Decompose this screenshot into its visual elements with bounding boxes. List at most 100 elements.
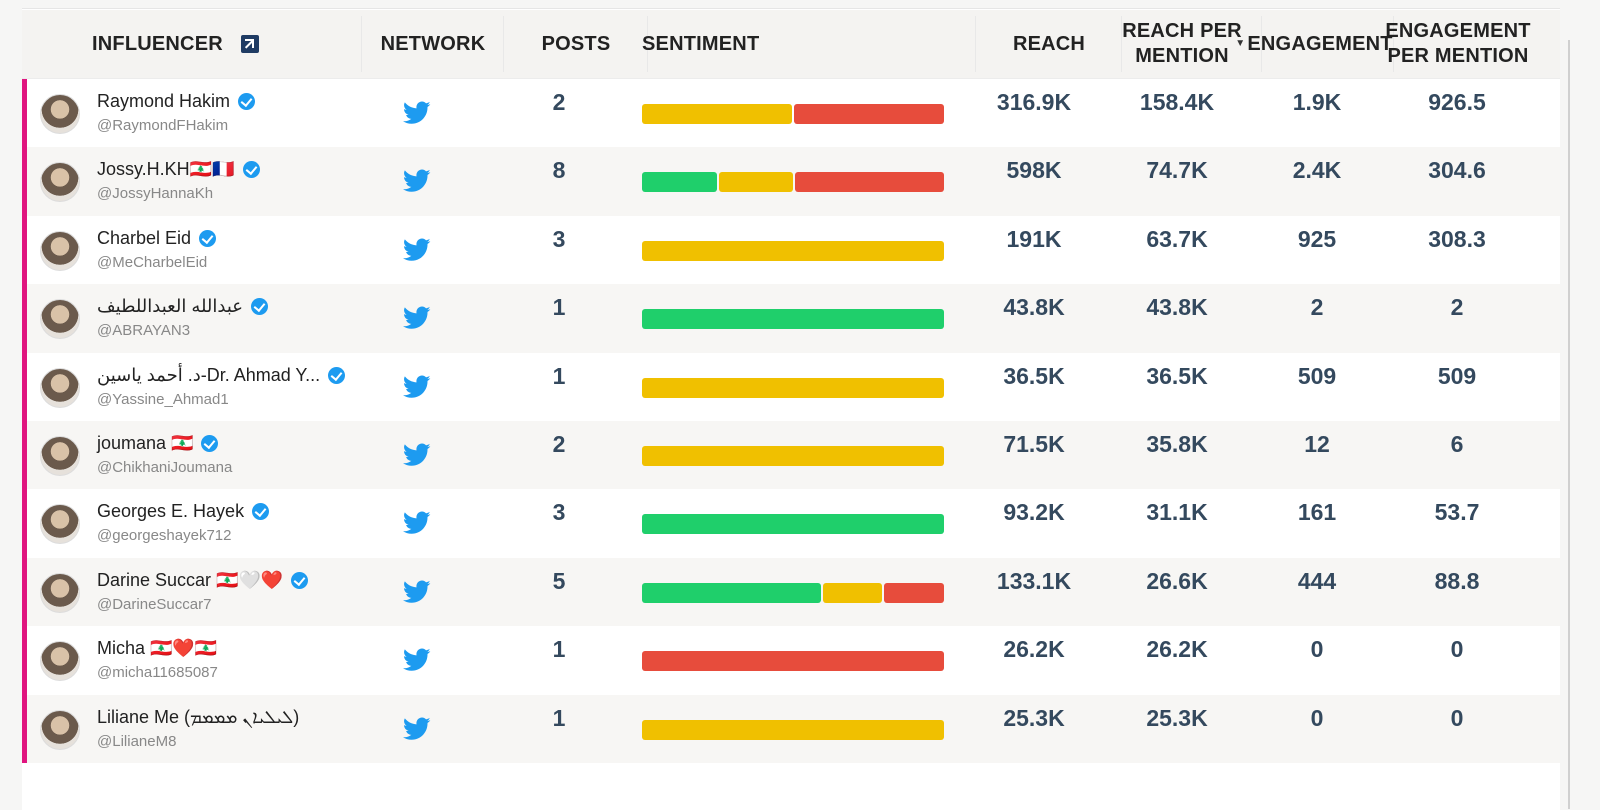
influencer-name[interactable]: Darine Succar 🇱🇧🤍❤️ <box>97 569 284 590</box>
sentiment-positive-segment[interactable] <box>642 582 821 603</box>
sentiment-neutral-segment[interactable] <box>822 582 883 603</box>
twitter-icon[interactable] <box>403 648 431 672</box>
avatar[interactable] <box>40 230 80 271</box>
table-row[interactable]: Liliane Me (ܠܝܠܝܐܢ ܡܡܡܡ) @LilianeM8 1 25… <box>22 694 1560 763</box>
scrollbar-track[interactable] <box>1560 0 1600 809</box>
header-reach-per-mention[interactable]: REACH PER MENTION <box>1102 10 1262 78</box>
sentiment-positive-segment[interactable] <box>642 514 944 535</box>
sentiment-neutral-segment[interactable] <box>642 240 944 261</box>
twitter-icon[interactable] <box>403 375 431 399</box>
influencer-name[interactable]: Liliane Me (ܠܝܠܝܐܢ ܡܡܡܡ) <box>97 706 300 727</box>
twitter-icon[interactable] <box>403 306 431 330</box>
sentiment-bar[interactable] <box>642 445 944 466</box>
sentiment-negative-segment[interactable] <box>642 651 944 672</box>
avatar[interactable] <box>40 504 80 545</box>
sentiment-bar[interactable] <box>642 104 944 124</box>
table-row[interactable]: د. أحمد ياسين-Dr. Ahmad Y... @Yassine_Ah… <box>22 352 1560 421</box>
table-row[interactable]: Charbel Eid @MeCharbelEid 3 191K 63.7K 9… <box>22 215 1560 285</box>
sentiment-neutral-segment[interactable] <box>642 104 792 124</box>
twitter-icon[interactable] <box>403 238 431 262</box>
reach-per-mention-value: 25.3K <box>1146 704 1208 731</box>
twitter-icon[interactable] <box>403 443 431 467</box>
table-row[interactable]: عبدالله العبداللطيف @ABRAYAN3 1 43.8K 43… <box>22 284 1560 353</box>
table-row[interactable]: Jossy.H.KH🇱🇧🇫🇷 @JossyHannaKh 8 598K 74.7… <box>22 147 1560 216</box>
avatar[interactable] <box>40 709 80 750</box>
reach-value: 191K <box>1006 225 1062 252</box>
sentiment-bar[interactable] <box>642 377 944 398</box>
twitter-icon[interactable] <box>403 716 431 741</box>
scrollbar[interactable] <box>1568 40 1570 809</box>
header-influencer[interactable]: INFLUENCER <box>92 10 362 78</box>
sentiment-negative-segment[interactable] <box>795 172 944 193</box>
sentiment-positive-segment[interactable] <box>642 309 944 330</box>
verified-icon <box>252 503 270 521</box>
influencer-name[interactable]: د. أحمد ياسين-Dr. Ahmad Y... <box>97 364 321 385</box>
avatar[interactable] <box>40 641 80 682</box>
header-reach[interactable]: REACH <box>976 10 1122 78</box>
table-row[interactable]: Darine Succar 🇱🇧🤍❤️ @DarineSuccar7 5 133… <box>22 557 1560 627</box>
sentiment-bar[interactable] <box>642 582 944 603</box>
engagement-per-mention-value: 308.3 <box>1428 225 1486 252</box>
posts-value: 3 <box>552 225 566 252</box>
sentiment-bar[interactable] <box>642 719 944 740</box>
sentiment-bar[interactable] <box>642 514 944 535</box>
header-engagement-per-mention[interactable]: ENGAGEMENT PER MENTION <box>1382 10 1534 78</box>
influencer-handle[interactable]: @MeCharbelEid <box>97 253 208 271</box>
posts-value: 1 <box>552 704 566 731</box>
table-row[interactable]: Raymond Hakim @RaymondFHakim 2 316.9K 15… <box>22 79 1560 148</box>
twitter-icon[interactable] <box>403 169 431 193</box>
influencer-name[interactable]: عبدالله العبداللطيف <box>97 296 244 317</box>
posts-value: 1 <box>552 362 566 389</box>
influencer-name[interactable]: Raymond Hakim <box>97 91 231 111</box>
avatar[interactable] <box>40 94 80 134</box>
header-engagement[interactable]: ▼ ENGAGEMENT <box>1234 10 1394 78</box>
sentiment-neutral-segment[interactable] <box>642 445 944 466</box>
export-icon[interactable] <box>240 35 259 53</box>
avatar[interactable] <box>40 572 80 613</box>
influencer-name-line: Charbel Eid <box>97 227 217 249</box>
sentiment-neutral-segment[interactable] <box>642 719 944 740</box>
sentiment-neutral-segment[interactable] <box>718 172 793 193</box>
header-network-label: NETWORK <box>380 32 486 55</box>
table-row[interactable]: Micha 🇱🇧❤️🇱🇧 @micha11685087 1 26.2K 26.2… <box>22 626 1560 695</box>
influencer-name-line: Micha 🇱🇧❤️🇱🇧 <box>97 638 217 659</box>
engagement-per-mention-value: 0 <box>1450 704 1464 731</box>
influencer-handle[interactable]: @micha11685087 <box>97 664 218 682</box>
header-network[interactable]: NETWORK <box>362 10 504 78</box>
influencer-name-line: د. أحمد ياسين-Dr. Ahmad Y... <box>97 364 346 386</box>
header-posts[interactable]: POSTS <box>504 10 648 78</box>
table-row[interactable]: Georges E. Hayek @georgeshayek712 3 93.2… <box>22 489 1560 558</box>
influencer-name[interactable]: joumana 🇱🇧 <box>97 432 194 453</box>
sentiment-bar[interactable] <box>642 651 944 672</box>
influencer-handle[interactable]: @DarineSuccar7 <box>97 595 212 613</box>
influencer-handle[interactable]: @RaymondFHakim <box>97 117 229 134</box>
sentiment-neutral-segment[interactable] <box>642 377 944 398</box>
avatar[interactable] <box>40 299 80 340</box>
engagement-per-mention-value: 53.7 <box>1434 499 1480 526</box>
table-row[interactable]: joumana 🇱🇧 @ChikhaniJoumana 2 71.5K 35.8… <box>22 420 1560 490</box>
twitter-icon[interactable] <box>403 101 431 125</box>
header-sentiment[interactable]: SENTIMENT <box>642 10 976 78</box>
influencer-name[interactable]: Micha 🇱🇧❤️🇱🇧 <box>97 638 218 659</box>
influencer-handle[interactable]: @Yassine_Ahmad1 <box>97 390 229 408</box>
influencer-name[interactable]: Georges E. Hayek <box>97 501 245 522</box>
twitter-icon[interactable] <box>403 580 431 604</box>
twitter-icon[interactable] <box>403 511 431 535</box>
influencer-handle[interactable]: @LilianeM8 <box>97 732 177 750</box>
sentiment-bar[interactable] <box>642 240 944 261</box>
influencer-name[interactable]: Jossy.H.KH🇱🇧🇫🇷 <box>97 159 235 180</box>
avatar[interactable] <box>40 367 80 408</box>
avatar[interactable] <box>40 162 80 203</box>
influencer-name[interactable]: Charbel Eid <box>97 227 192 248</box>
sentiment-bar[interactable] <box>642 172 944 193</box>
influencer-handle[interactable]: @ABRAYAN3 <box>97 322 191 340</box>
avatar[interactable] <box>40 435 80 476</box>
sentiment-negative-segment[interactable] <box>884 582 944 603</box>
sentiment-positive-segment[interactable] <box>642 172 717 193</box>
sentiment-bar[interactable] <box>642 309 944 330</box>
influencer-handle[interactable]: @ChikhaniJoumana <box>97 458 233 476</box>
influencer-handle[interactable]: @georgeshayek712 <box>97 527 232 545</box>
influencer-name-line: Liliane Me (ܠܝܠܝܐܢ ܡܡܡܡ) <box>97 707 299 728</box>
sentiment-negative-segment[interactable] <box>794 104 944 124</box>
influencer-handle[interactable]: @JossyHannaKh <box>97 185 214 203</box>
